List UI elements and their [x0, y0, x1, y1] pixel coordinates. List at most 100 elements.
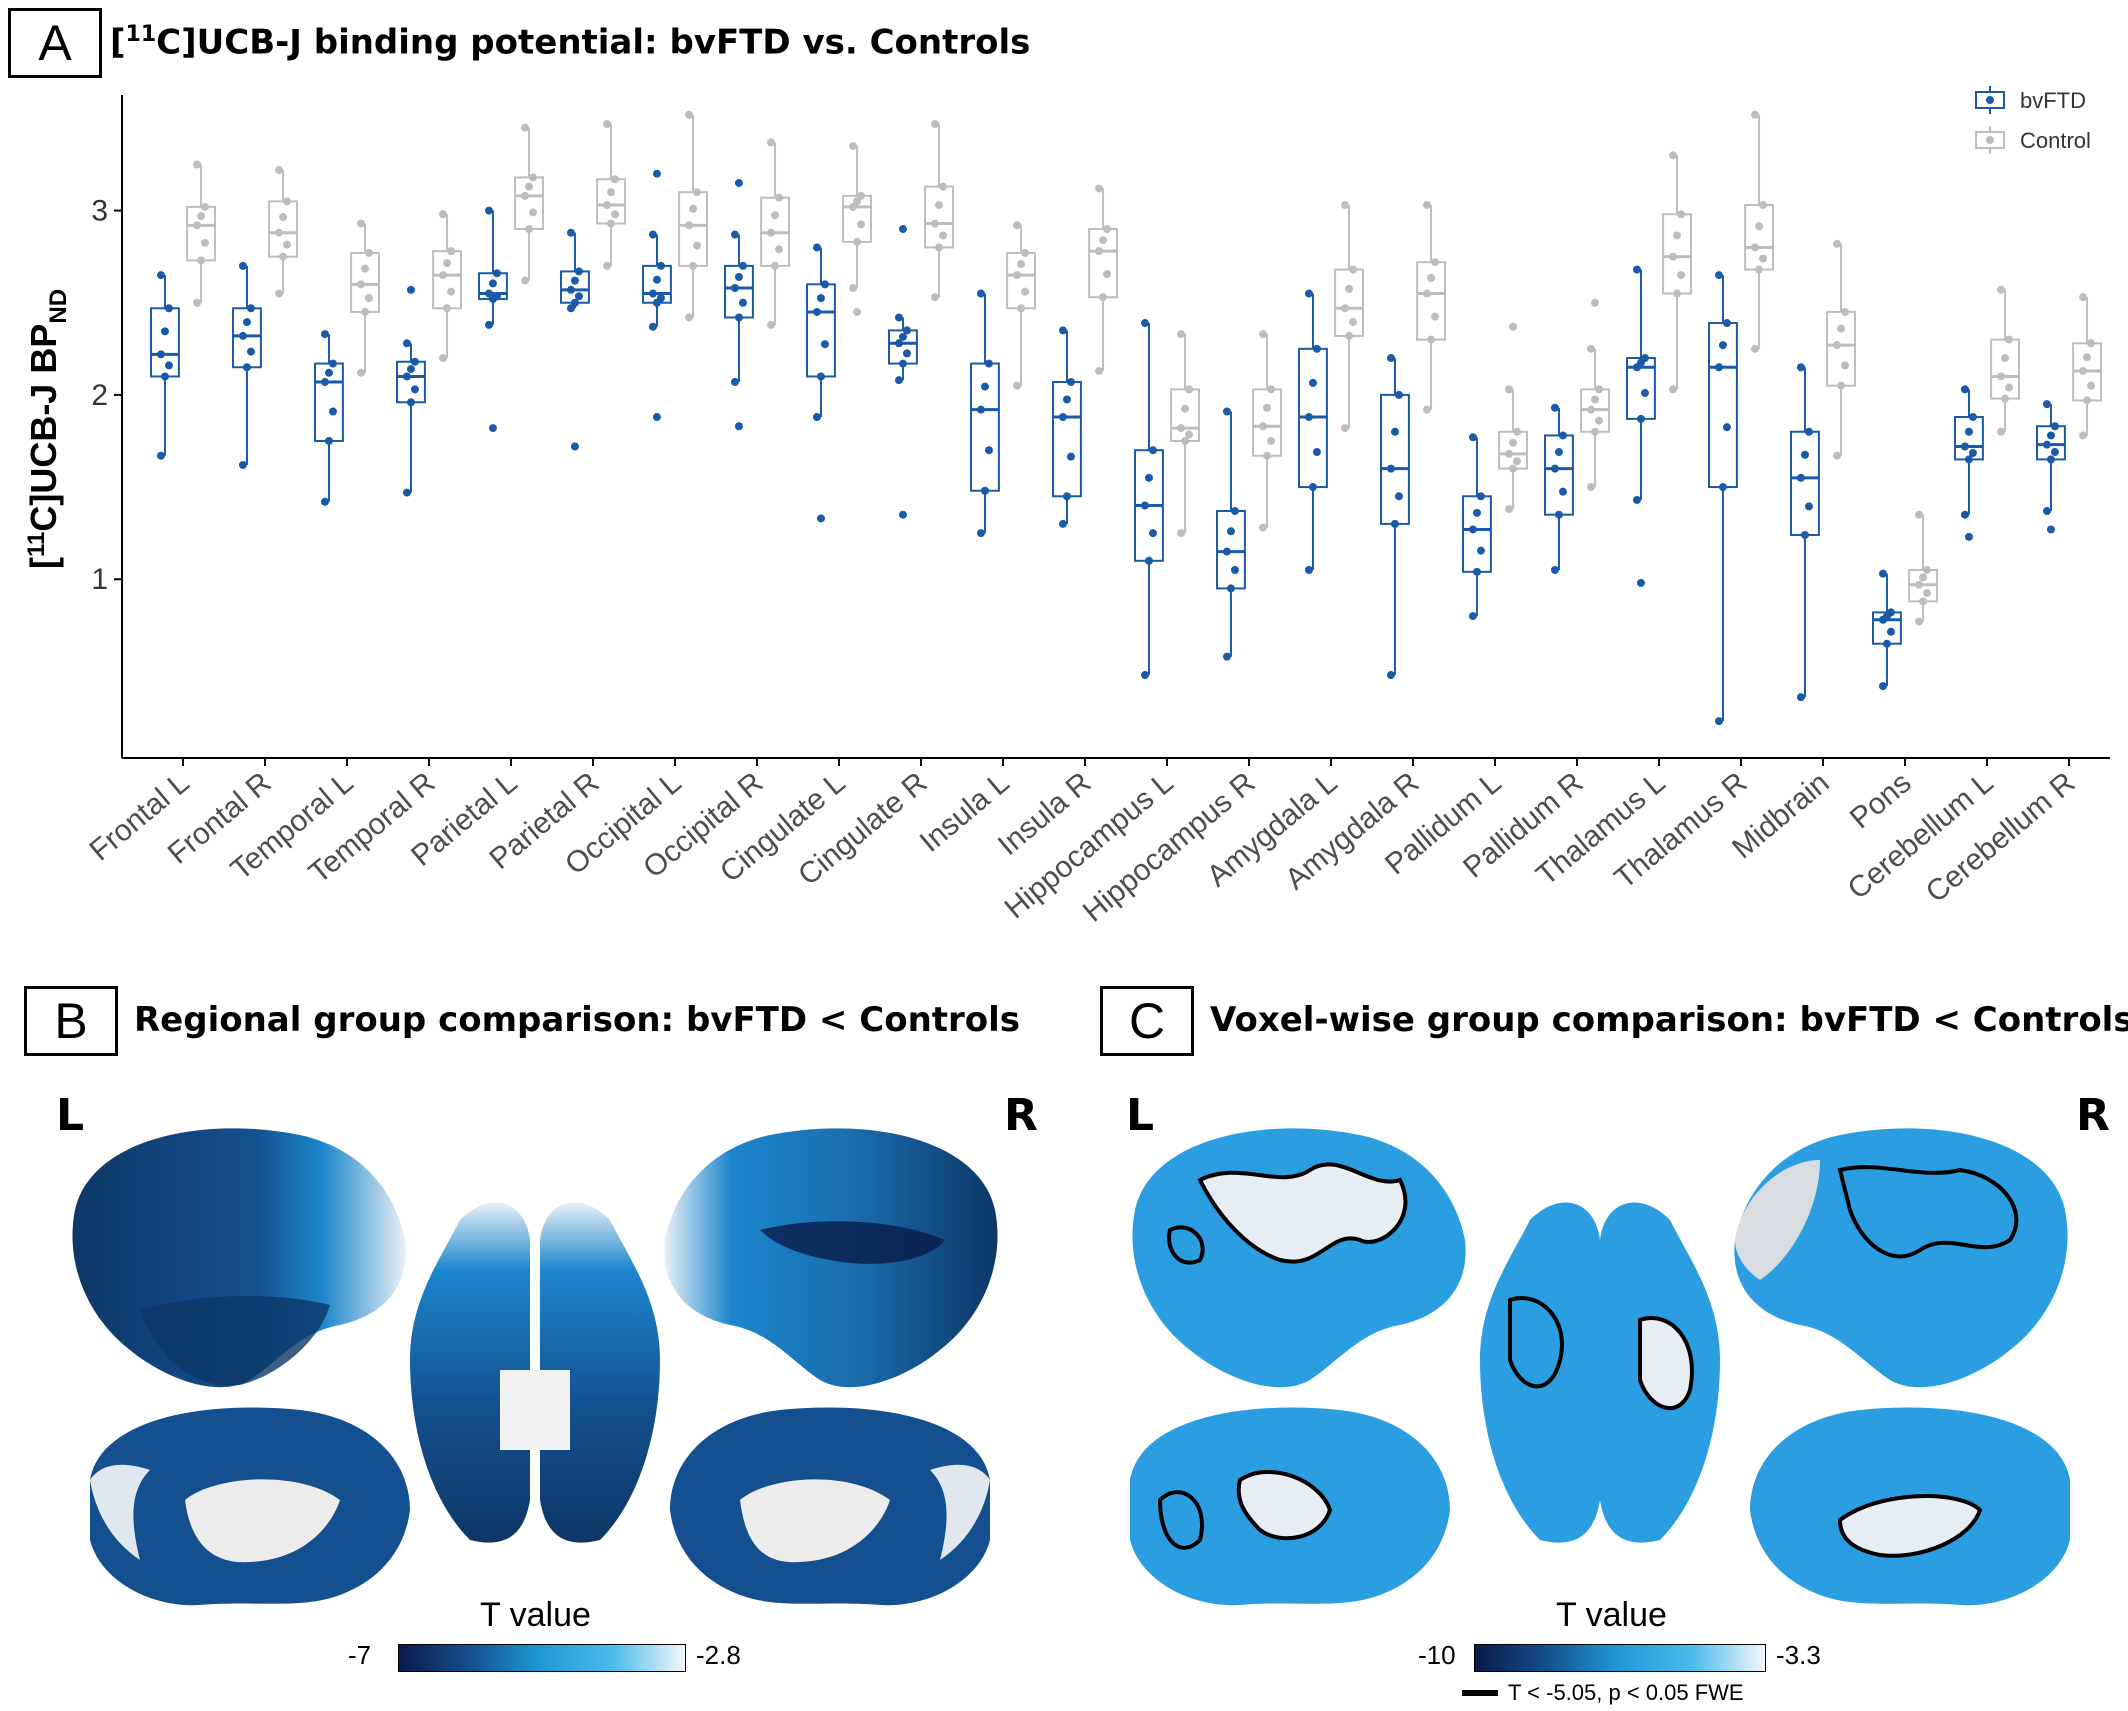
- data-point: [1390, 519, 1399, 528]
- outlier-point: [488, 424, 497, 433]
- data-point: [410, 385, 419, 394]
- y-tick-label: 2: [91, 379, 108, 412]
- data-point: [1431, 312, 1440, 321]
- data-point: [816, 372, 825, 381]
- box: [1462, 495, 1492, 573]
- data-point: [1718, 483, 1727, 492]
- data-point: [1796, 363, 1805, 372]
- box: [1380, 393, 1410, 525]
- data-point: [2079, 293, 2088, 302]
- data-point: [771, 261, 780, 270]
- data-point: [738, 261, 747, 270]
- data-point: [1062, 395, 1071, 404]
- data-point: [931, 119, 940, 128]
- data-point: [656, 294, 665, 303]
- data-point: [1222, 547, 1231, 556]
- data-point: [2001, 394, 2010, 403]
- data-point: [1997, 372, 2006, 381]
- outlier-point: [570, 442, 579, 451]
- data-point: [603, 201, 612, 210]
- data-point: [328, 407, 337, 416]
- panel-a-letter: A: [38, 15, 72, 71]
- data-point: [1878, 569, 1887, 578]
- data-point: [1550, 403, 1559, 412]
- box: [2036, 425, 2066, 461]
- data-point: [2005, 335, 2014, 344]
- data-point: [1308, 378, 1317, 387]
- data-point: [156, 271, 165, 280]
- data-point: [1394, 492, 1403, 501]
- data-point: [820, 340, 829, 349]
- data-point: [849, 142, 858, 151]
- data-point: [1587, 483, 1596, 492]
- data-point: [1919, 597, 1928, 606]
- data-point: [1755, 222, 1764, 231]
- box: [1990, 338, 2020, 400]
- data-point: [529, 173, 538, 182]
- outlier-point: [898, 510, 907, 519]
- data-point: [238, 331, 247, 340]
- data-point: [2079, 431, 2088, 440]
- brain-medial-right-contour: [1837, 1494, 1983, 1558]
- data-point: [656, 261, 665, 270]
- data-point: [1427, 273, 1436, 282]
- brain-ventral-left: [410, 1202, 530, 1543]
- data-point: [1796, 693, 1805, 702]
- data-point: [2083, 353, 2092, 362]
- data-point: [324, 436, 333, 445]
- legend-dot: [1986, 96, 1994, 104]
- data-point: [283, 197, 292, 206]
- brain-lateral-right-contour: [1837, 1165, 2019, 1259]
- data-point: [1345, 331, 1354, 340]
- data-point: [648, 289, 657, 298]
- data-point: [935, 243, 944, 252]
- data-point: [1472, 508, 1481, 517]
- legend-label: bvFTD: [2020, 88, 2086, 113]
- brain-lateral-left-contour: [1197, 1162, 1408, 1264]
- data-point: [939, 231, 948, 240]
- data-point: [693, 241, 702, 250]
- data-point: [1431, 258, 1440, 267]
- data-point: [2042, 440, 2051, 449]
- data-point: [275, 228, 284, 237]
- panel-c-colorbar: [1474, 1644, 1766, 1672]
- brain-lateral-left-contour: [1167, 1225, 1205, 1265]
- data-point: [357, 368, 366, 377]
- brain-medial-left-front: [90, 1464, 150, 1560]
- data-point: [242, 363, 251, 372]
- control-series: [186, 110, 2102, 626]
- data-point: [1099, 293, 1108, 302]
- data-point: [1558, 487, 1567, 496]
- data-point: [1591, 395, 1600, 404]
- outlier-point: [1636, 578, 1645, 587]
- data-point: [894, 339, 903, 348]
- data-point: [1140, 501, 1149, 510]
- data-point: [1312, 448, 1321, 457]
- data-point: [1013, 221, 1022, 230]
- data-point: [1669, 252, 1678, 261]
- box: [1498, 430, 1528, 470]
- data-point: [1587, 344, 1596, 353]
- data-point: [1185, 385, 1194, 394]
- panel-c-label: C: [1100, 986, 1194, 1056]
- data-point: [1263, 403, 1272, 412]
- brain-lateral-left-temporal: [140, 1295, 330, 1386]
- data-point: [1759, 201, 1768, 210]
- data-point: [1882, 639, 1891, 648]
- panel-b-right-letter: R: [1004, 1090, 1038, 1141]
- data-point: [1349, 318, 1358, 327]
- data-point: [1919, 573, 1928, 582]
- data-point: [1751, 243, 1760, 252]
- data-point: [1222, 407, 1231, 416]
- data-point: [193, 221, 202, 230]
- outlier-point: [1591, 298, 1600, 307]
- data-point: [439, 210, 448, 219]
- data-point: [1177, 330, 1186, 339]
- data-point: [1595, 385, 1604, 394]
- panel-c-left-letter: L: [1126, 1090, 1155, 1141]
- data-point: [857, 220, 866, 229]
- data-point: [1751, 344, 1760, 353]
- bvftd-series: [150, 169, 2066, 726]
- panel-a-title-prefix: [: [110, 22, 126, 63]
